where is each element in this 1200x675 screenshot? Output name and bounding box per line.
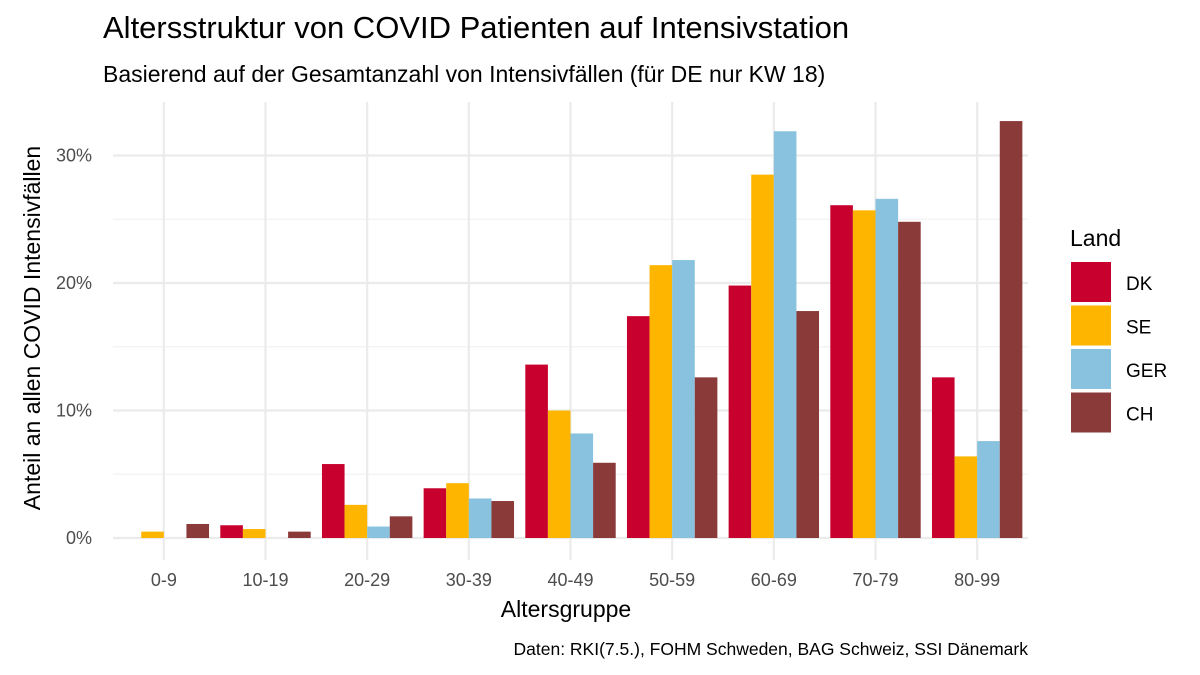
bar-ger-80-99	[977, 441, 1000, 538]
bar-ch-10-19	[288, 531, 311, 538]
plot-area	[113, 102, 1028, 560]
legend-key-ger	[1071, 349, 1111, 389]
bar-dk-10-19	[220, 525, 243, 538]
x-tick-label: 10-19	[242, 570, 288, 590]
chart-title: Altersstruktur von COVID Patienten auf I…	[103, 10, 849, 45]
legend: Land DK SE GER CH	[1070, 225, 1167, 433]
x-tick-label: 20-29	[344, 570, 390, 590]
bar-ger-40-49	[570, 433, 594, 538]
bar-dk-70-79	[830, 205, 853, 538]
x-tick-label: 50-59	[649, 570, 695, 590]
bar-ger-70-79	[875, 198, 899, 538]
x-tick-label: 40-49	[547, 570, 593, 590]
legend-label-dk: DK	[1126, 274, 1153, 295]
bar-ch-80-99	[999, 121, 1023, 538]
bar-ger-20-29	[367, 526, 390, 538]
legend-title: Land	[1070, 225, 1121, 251]
bar-ger-50-59	[672, 260, 695, 538]
bar-dk-30-39	[423, 488, 447, 538]
y-tick-label: 10%	[56, 401, 92, 421]
x-tick-label: 80-99	[954, 570, 1000, 590]
y-tick-label: 30%	[56, 146, 92, 166]
bar-ger-30-39	[468, 498, 492, 538]
chart-caption: Daten: RKI(7.5.), FOHM Schweden, BAG Sch…	[514, 639, 1029, 659]
x-axis-title: Altersgruppe	[501, 596, 631, 622]
bar-dk-20-29	[321, 464, 345, 538]
bar-se-70-79	[852, 210, 876, 538]
bar-ch-60-69	[796, 311, 820, 538]
bar-se-80-99	[954, 456, 978, 538]
legend-label-ch: CH	[1126, 405, 1153, 426]
bar-ch-20-29	[389, 516, 413, 538]
chart-subtitle: Basierend auf der Gesamtanzahl von Inten…	[103, 61, 825, 87]
bar-se-50-59	[649, 265, 673, 538]
bar-dk-40-49	[525, 364, 548, 538]
bar-se-30-39	[446, 483, 469, 538]
legend-key-se	[1071, 305, 1111, 346]
bar-ch-30-39	[491, 501, 515, 538]
bar-dk-50-59	[626, 316, 650, 538]
bar-se-0-9	[141, 531, 164, 538]
bar-ch-70-79	[898, 221, 921, 539]
bar-se-20-29	[344, 504, 368, 538]
y-axis-ticks: 0% 10% 20% 30%	[56, 146, 92, 549]
legend-label-se: SE	[1126, 318, 1151, 339]
x-tick-label: 30-39	[446, 570, 492, 590]
y-tick-label: 0%	[66, 528, 92, 548]
x-axis-ticks: 0-9 10-19 20-29 30-39 40-49 50-59 60-69 70-79 80…	[151, 570, 1000, 590]
bar-dk-80-99	[931, 377, 955, 538]
bar-se-40-49	[547, 410, 571, 538]
bar-ger-60-69	[773, 131, 797, 538]
legend-label-ger: GER	[1126, 361, 1167, 382]
bar-se-60-69	[751, 174, 774, 538]
bar-ch-50-59	[694, 377, 718, 538]
bar-ch-0-9	[186, 523, 210, 538]
bar-dk-60-69	[728, 285, 752, 538]
bars	[141, 121, 1023, 539]
x-tick-label: 60-69	[751, 570, 797, 590]
bar-se-10-19	[242, 529, 266, 538]
x-tick-label: 0-9	[151, 570, 177, 590]
legend-key-dk	[1071, 262, 1111, 302]
x-tick-label: 70-79	[852, 570, 898, 590]
legend-key-ch	[1071, 392, 1111, 433]
y-tick-label: 20%	[56, 273, 92, 293]
y-axis-title: Anteil an allen COVID Intensivfällen	[19, 146, 45, 510]
bar-ch-40-49	[593, 462, 616, 538]
